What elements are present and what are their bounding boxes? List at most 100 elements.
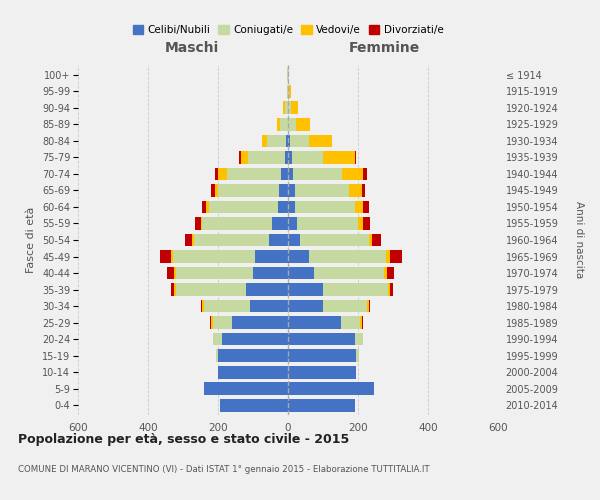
Bar [284,151,288,164]
Text: Maschi: Maschi [164,40,218,54]
Bar [387,266,394,280]
Bar [288,234,300,246]
Bar [288,151,292,164]
Bar [288,366,356,378]
Bar [215,184,218,197]
Bar [355,151,356,164]
Bar [202,200,206,213]
Bar [288,266,314,280]
Bar [220,398,288,411]
Bar [204,382,288,395]
Bar [210,316,211,329]
Text: COMUNE DI MARANO VICENTINO (VI) - Dati ISTAT 1° gennaio 2015 - Elaborazione TUTT: COMUNE DI MARANO VICENTINO (VI) - Dati I… [18,466,430,474]
Bar [285,102,288,114]
Bar [288,300,323,312]
Bar [323,300,367,312]
Bar [288,316,341,329]
Bar [295,184,349,197]
Bar [173,250,255,263]
Bar [200,300,202,312]
Bar [171,283,174,296]
Bar [342,168,363,180]
Bar [288,382,374,395]
Bar [389,250,402,263]
Bar [292,151,323,164]
Bar [215,168,218,180]
Bar [253,266,288,280]
Bar [267,134,286,147]
Bar [241,151,248,164]
Bar [281,168,288,180]
Bar [160,250,171,263]
Bar [176,283,246,296]
Bar [297,217,358,230]
Bar [277,200,288,213]
Bar [239,151,241,164]
Bar [355,200,363,213]
Bar [209,200,277,213]
Bar [218,168,227,180]
Bar [341,316,360,329]
Bar [368,234,372,246]
Bar [174,283,176,296]
Bar [193,234,269,246]
Bar [323,283,388,296]
Bar [360,316,361,329]
Bar [363,217,370,230]
Bar [363,200,368,213]
Text: Femmine: Femmine [349,40,420,54]
Bar [167,266,174,280]
Bar [218,349,288,362]
Bar [356,349,359,362]
Bar [323,151,355,164]
Bar [355,332,363,345]
Bar [272,217,288,230]
Bar [286,134,288,147]
Bar [287,85,288,98]
Bar [206,200,209,213]
Bar [309,250,386,263]
Bar [202,217,272,230]
Bar [288,68,289,82]
Bar [176,266,253,280]
Bar [288,332,355,345]
Bar [283,102,285,114]
Bar [211,316,213,329]
Bar [288,217,297,230]
Bar [295,200,355,213]
Bar [211,184,215,197]
Bar [361,316,362,329]
Bar [349,184,361,197]
Bar [388,283,389,296]
Bar [288,283,323,296]
Bar [293,168,342,180]
Bar [171,250,173,263]
Bar [200,217,202,230]
Bar [227,168,281,180]
Bar [309,134,332,147]
Bar [250,300,288,312]
Bar [279,184,288,197]
Bar [314,266,384,280]
Bar [291,102,298,114]
Bar [288,184,295,197]
Text: Anni di nascita: Anni di nascita [574,202,584,278]
Bar [192,234,193,246]
Bar [290,134,309,147]
Bar [288,349,356,362]
Bar [213,316,232,329]
Bar [204,300,250,312]
Bar [213,332,221,345]
Bar [288,250,309,263]
Bar [288,134,290,147]
Bar [372,234,381,246]
Bar [361,184,365,197]
Bar [389,283,393,296]
Bar [296,118,310,131]
Bar [300,234,368,246]
Bar [246,283,288,296]
Bar [288,85,289,98]
Bar [248,151,284,164]
Bar [384,266,387,280]
Bar [232,316,288,329]
